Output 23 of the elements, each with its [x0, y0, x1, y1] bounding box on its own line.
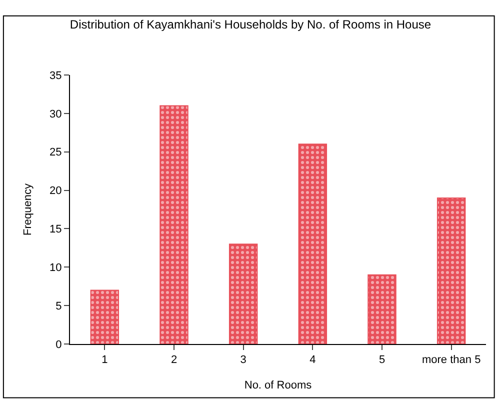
bar [298, 144, 328, 344]
x-tick-label: 4 [310, 354, 316, 366]
x-tick-label: more than 5 [422, 354, 481, 366]
y-axis-title: Frequency [22, 183, 34, 236]
y-tick-label: 35 [50, 70, 62, 82]
x-tick-label: 1 [102, 354, 108, 366]
bar [228, 244, 258, 344]
x-tick-label: 2 [170, 354, 178, 366]
x-tick-label: 5 [378, 354, 386, 366]
bar [160, 105, 188, 344]
y-tick-label: 30 [50, 108, 62, 120]
bar [436, 197, 466, 344]
x-axis-title: No. of Rooms [244, 379, 312, 392]
y-tick-label: 15 [50, 224, 62, 236]
y-tick-label: 5 [56, 300, 62, 312]
x-tick-label: 3 [240, 354, 246, 366]
y-tick-label: 25 [50, 146, 62, 159]
bar [368, 274, 396, 344]
bar [90, 290, 120, 344]
chart-title: Distribution of Kayamkhani's Households by No. of Rooms in House [70, 18, 432, 32]
y-tick-label: 20 [50, 185, 62, 198]
y-tick-label: 10 [50, 262, 62, 274]
y-tick-label: 0 [56, 338, 62, 351]
